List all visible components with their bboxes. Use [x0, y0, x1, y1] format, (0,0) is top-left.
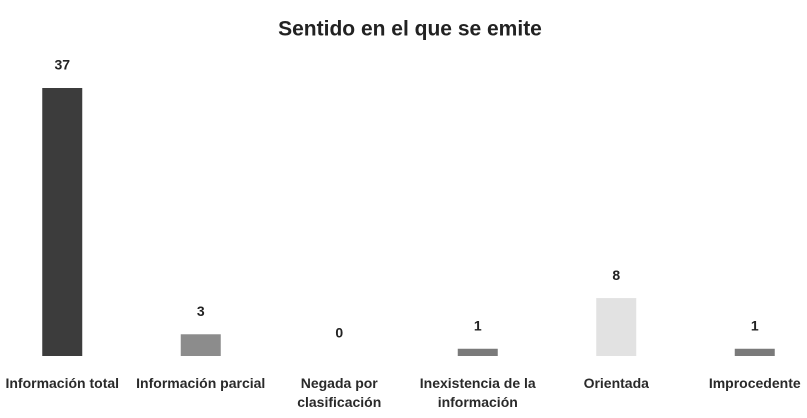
bar [457, 348, 498, 356]
value-label: 1 [751, 317, 759, 333]
value-label: 1 [474, 317, 482, 333]
bar [596, 298, 637, 356]
category-label: Improcedente [708, 375, 801, 391]
value-label: 3 [197, 303, 205, 319]
bar [42, 88, 83, 356]
category-label: Inexistencia de la información [419, 375, 536, 410]
chart-title: Sentido en el que se emite [278, 18, 542, 41]
category-label: Negada por clasificación [297, 375, 382, 410]
value-label: 0 [335, 325, 343, 341]
category-label: Información parcial [136, 375, 266, 391]
value-label: 8 [612, 267, 620, 283]
category-label: Orientada [583, 375, 649, 391]
bar [734, 348, 775, 356]
value-label: 37 [54, 57, 70, 73]
bar [180, 334, 221, 356]
category-label: Información total [5, 375, 120, 391]
